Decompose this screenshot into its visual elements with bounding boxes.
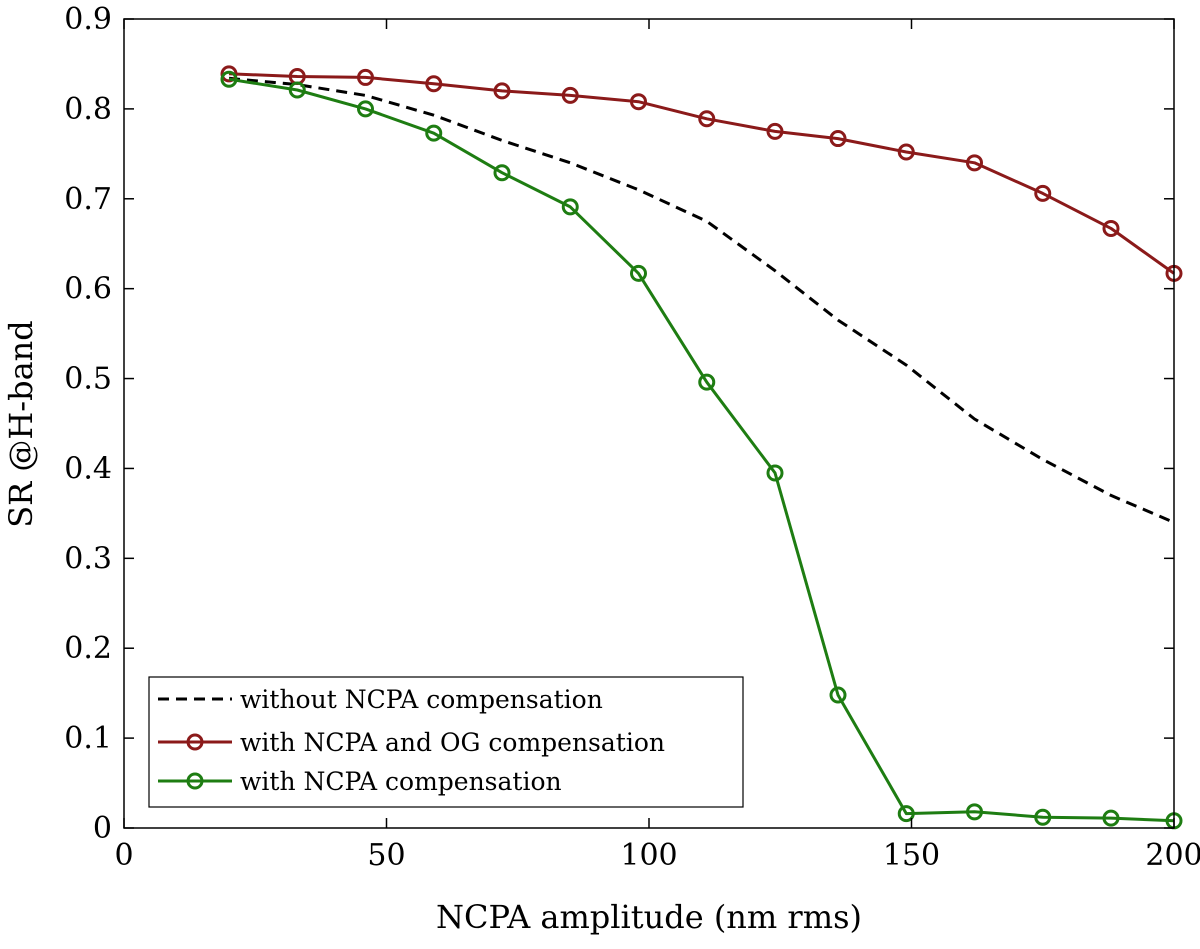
legend: without NCPA compensation with NCPA and … [148,676,744,808]
x-tick-label: 200 [1145,838,1200,873]
y-tick-label: 0.9 [64,2,112,37]
data-point-2 [1102,809,1120,827]
data-point-1 [220,65,238,83]
data-point-2 [220,70,238,88]
data-point-2 [357,100,374,118]
plot-marks [220,65,1183,830]
data-point-2 [288,81,306,99]
data-point-1 [357,68,374,86]
legend-label-ncpa: with NCPA compensation [240,767,562,796]
x-axis-title: NCPA amplitude (nm rms) [436,898,862,936]
y-tick-label: 0 [93,811,112,846]
legend-label-without-ncpa: without NCPA compensation [240,685,603,714]
x-tick-label: 50 [367,838,405,873]
y-axis-title: SR @H-band [2,320,40,528]
data-point-1 [493,82,511,100]
data-point-1 [630,93,647,111]
data-point-1 [698,110,716,128]
series-line-2 [228,77,1175,823]
data-point-2 [493,164,511,182]
y-tick-label: 0.7 [64,182,112,217]
x-tick-label: 100 [620,838,677,873]
y-tick-label: 0.2 [64,631,112,666]
data-point-1 [561,86,579,104]
data-point-2 [1034,808,1052,826]
data-point-1 [1102,219,1120,237]
legend-box [148,676,744,808]
series-line-0 [228,76,1175,524]
y-tick-label: 0.1 [64,721,112,756]
y-tick-label: 0.5 [64,362,112,397]
x-tick-label: 0 [114,838,133,873]
data-point-1 [766,122,784,140]
data-point-1 [1034,184,1052,202]
data-point-1 [966,154,983,172]
y-tick-label: 0.6 [64,272,112,307]
data-point-2 [897,805,915,823]
data-point-2 [698,373,716,391]
axis-ticks: 0 50 100 150 200 0 0.1 0.2 0.3 0.4 0.5 0.6 0.7 0.8 0.9 [64,2,1200,873]
series-line-1 [228,72,1175,275]
data-point-1 [829,130,847,148]
data-point-2 [425,124,443,142]
data-point-2 [829,686,847,704]
legend-marker-ncpa [186,772,204,790]
data-point-1 [425,75,443,93]
data-point-2 [630,264,647,282]
legend-marker-ncpa-og [186,733,204,751]
data-point-2 [966,803,983,821]
x-tick-label: 150 [883,838,940,873]
legend-label-ncpa-og: with NCPA and OG compensation [240,728,665,757]
data-point-2 [561,198,579,216]
data-point-1 [897,143,915,161]
y-tick-label: 0.4 [64,451,112,486]
data-point-2 [766,464,784,482]
y-tick-label: 0.3 [64,541,112,576]
y-tick-label: 0.8 [64,92,112,127]
